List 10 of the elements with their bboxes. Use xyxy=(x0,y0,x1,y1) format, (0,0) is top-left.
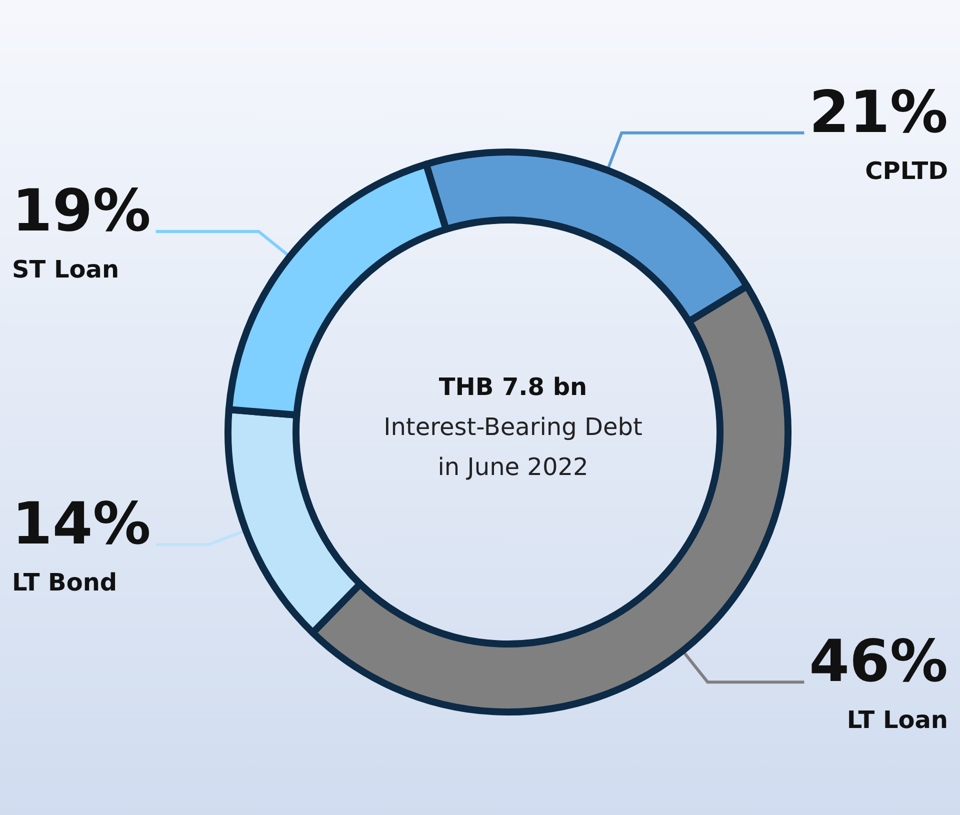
data-label: 19% xyxy=(12,176,151,244)
data-label: 14% xyxy=(12,490,151,558)
data-label: 21% xyxy=(809,78,948,146)
slice-label: LT Bond xyxy=(12,568,118,597)
text: THB 7.8 bn xyxy=(438,373,588,401)
data-label: 46% xyxy=(809,627,948,696)
slice-label: LT Loan xyxy=(846,706,948,734)
slice-label: CPLTD xyxy=(865,156,948,185)
slice-label: ST Loan xyxy=(12,255,120,284)
text: Interest-Bearing Debt in June 2022 xyxy=(384,413,642,481)
